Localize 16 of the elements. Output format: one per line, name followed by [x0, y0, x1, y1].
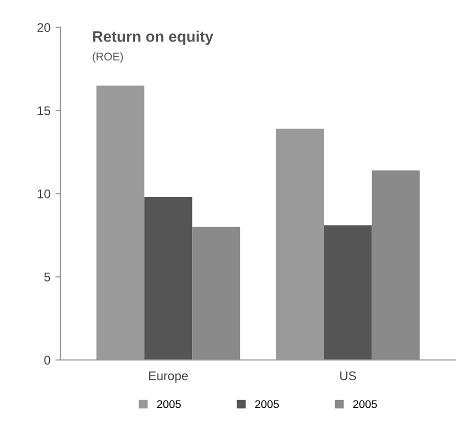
y-tick-label: 10	[38, 189, 50, 198]
bar	[324, 225, 372, 360]
bar	[372, 170, 420, 360]
y-tick-label: 0	[44, 356, 50, 365]
y-tick-label: 15	[38, 106, 50, 116]
text: (ROE)	[92, 52, 123, 63]
legend-label: 2005	[255, 400, 279, 408]
legend-label: 2005	[353, 400, 377, 408]
bar	[144, 196, 192, 360]
bar	[192, 226, 240, 360]
x-tick-label: US	[340, 371, 356, 380]
y-tick-label: 20	[37, 23, 50, 32]
y-tick-label: 5	[44, 272, 50, 282]
chart-title: Return on equity	[93, 30, 214, 45]
x-tick-label: Europe	[149, 372, 188, 383]
legend-label: 2005	[157, 400, 181, 408]
